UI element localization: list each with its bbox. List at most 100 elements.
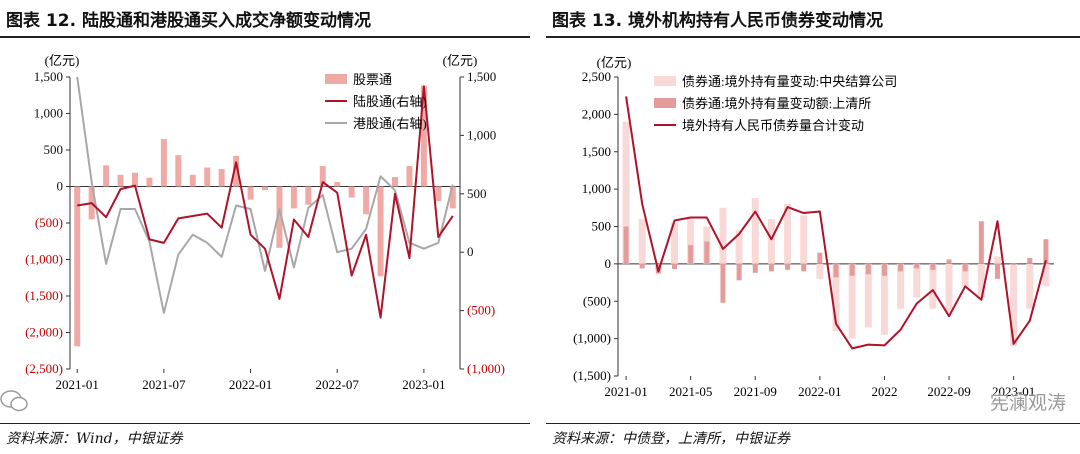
right-chart-title: 图表 13. 境外机构持有人民币债券变动情况 <box>552 11 883 31</box>
shclearing-holding-change-bar <box>1043 239 1049 264</box>
left-source-rule <box>0 423 530 424</box>
y-tick-label: 0 <box>605 256 612 271</box>
stock-connect-bar <box>247 186 254 200</box>
stock-connect-bar <box>175 155 182 187</box>
stock-connect-bar <box>420 85 427 187</box>
y-tick-label: (1,000) <box>573 331 611 346</box>
x-tick-label: 2022-09 <box>927 384 970 399</box>
y-tick-label: 1,000 <box>582 181 611 196</box>
stock-connect-bar <box>276 186 283 248</box>
stock-connect-bar <box>204 167 211 187</box>
x-tick-label: 2021-01 <box>56 377 99 392</box>
ccdc-holding-change-bar <box>638 219 646 264</box>
left-chart-title: 图表 12. 陆股通和港股通买入成交净额变动情况 <box>6 11 371 31</box>
x-tick-label: 2021-07 <box>142 377 186 392</box>
left-y-tick-label: (1,000) <box>25 252 63 267</box>
shclearing-holding-change-bar <box>994 263 1000 279</box>
stock-connect-bar <box>146 177 153 187</box>
ccdc-holding-change-bar <box>961 263 969 287</box>
y-tick-label: 500 <box>592 219 612 234</box>
stock-connect-bar <box>189 174 196 187</box>
right-source-rule <box>546 423 1080 424</box>
shclearing-holding-change-bar <box>962 263 968 272</box>
legend-label-northbound: 陆股通(右轴) <box>353 94 427 109</box>
ccdc-holding-change-bar <box>767 219 775 264</box>
ccdc-holding-change-bar <box>622 121 630 264</box>
legend-swatch-stock <box>325 74 347 84</box>
shclearing-holding-change-bar <box>881 263 887 276</box>
ccdc-holding-change-bar <box>977 263 985 298</box>
x-tick-label: 2022-01 <box>229 377 272 392</box>
left-y-tick-label: (2,000) <box>25 325 63 340</box>
shclearing-holding-change-bar <box>623 226 629 264</box>
shclearing-holding-change-bar <box>1027 257 1033 264</box>
y-tick-label: (1,500) <box>573 368 611 383</box>
hk-connect-line <box>76 76 454 314</box>
ccdc-holding-change-bar <box>1042 263 1050 287</box>
legend-label-total: 境外持有人民币债券量合计变动 <box>682 118 864 133</box>
shclearing-holding-change-bar <box>688 245 694 264</box>
shclearing-holding-change-bar <box>865 263 871 275</box>
right-chart-svg: (亿元)2,500 2,000 1,500 1,000 500 0 (500) (1,000)… <box>573 55 1054 399</box>
ccdc-holding-change-bar <box>832 263 840 332</box>
legend-label-ccdc: 债券通:境外持有量变动:中央结算公司 <box>682 74 897 89</box>
left-chart-panel: 图表 12. 陆股通和港股通买入成交净额变动情况 (亿元) (亿元) 1,500 1,… <box>0 0 530 454</box>
right-legend: 债券通:境外持有量变动:中央结算公司债券通:境外持有量变动额:上清所境外持有人民… <box>654 74 897 133</box>
stock-connect-bar <box>406 166 413 187</box>
shclearing-holding-change-bar <box>801 263 807 272</box>
left-y-tick-label: 0 <box>57 179 64 194</box>
stock-connect-bar <box>290 186 297 209</box>
stock-connect-bar <box>305 186 312 205</box>
right-y-tick-label: (500) <box>467 303 495 318</box>
shclearing-holding-change-bar <box>898 263 904 272</box>
shclearing-holding-change-bar <box>768 263 774 272</box>
left-y-tick-label: 1,500 <box>34 69 63 84</box>
right-title-rule <box>546 36 1080 38</box>
stock-connect-bar <box>160 139 167 187</box>
ccdc-holding-change-bar <box>800 215 808 264</box>
wechat-icon <box>0 390 28 412</box>
x-tick-label: 2022-07 <box>316 377 360 392</box>
ccdc-holding-change-bar <box>897 263 905 309</box>
shclearing-holding-change-bar <box>914 263 920 269</box>
shclearing-holding-change-bar <box>752 263 758 273</box>
x-tick-label: 2021-09 <box>734 384 777 399</box>
shclearing-holding-change-bar <box>720 263 726 303</box>
stock-connect-bar <box>103 165 110 187</box>
ccdc-holding-change-bar <box>671 222 679 264</box>
right-y-tick-label: 1,500 <box>467 69 496 84</box>
shclearing-holding-change-bar <box>946 259 952 264</box>
ccdc-holding-change-bar <box>913 263 921 298</box>
legend-label-stock: 股票通 <box>353 72 392 87</box>
left-y-tick-label: (1,500) <box>25 288 63 303</box>
stock-connect-bar <box>348 186 355 198</box>
legend-swatch-ccdc <box>654 76 676 86</box>
x-tick-label: 2021-05 <box>669 384 712 399</box>
right-axis-unit: (亿元) <box>443 53 478 68</box>
northbound-line <box>77 85 454 319</box>
ccdc-holding-change-bar <box>1026 263 1034 309</box>
y-tick-label: 2,500 <box>582 69 611 84</box>
right-y-tick-label: (1,000) <box>467 361 505 376</box>
shclearing-holding-change-bar <box>849 263 855 276</box>
shclearing-holding-change-bar <box>704 241 710 264</box>
ccdc-holding-change-bar <box>1010 263 1018 347</box>
shclearing-holding-change-bar <box>785 263 791 270</box>
left-y-tick-label: 1,000 <box>34 106 63 121</box>
stock-connect-bar <box>117 174 124 187</box>
stock-connect-bar <box>449 186 456 209</box>
shclearing-holding-change-bar <box>978 221 984 264</box>
shclearing-holding-change-bar <box>1011 263 1017 265</box>
ccdc-holding-change-bar <box>719 207 727 264</box>
x-tick-label: 2023-01 <box>402 377 445 392</box>
right-chart-panel: 图表 13. 境外机构持有人民币债券变动情况 (亿元) 2,500 2,000 1,5… <box>546 0 1080 454</box>
stock-connect-bar <box>74 186 81 347</box>
x-tick-label: 2021-01 <box>604 384 647 399</box>
ccdc-holding-change-bar <box>864 263 872 328</box>
right-y-tick-label: 500 <box>467 186 487 201</box>
ccdc-holding-change-bar <box>735 230 743 264</box>
left-y-tick-label: (2,500) <box>25 361 63 376</box>
stock-connect-bar <box>262 186 268 191</box>
ccdc-holding-change-bar <box>929 263 937 309</box>
